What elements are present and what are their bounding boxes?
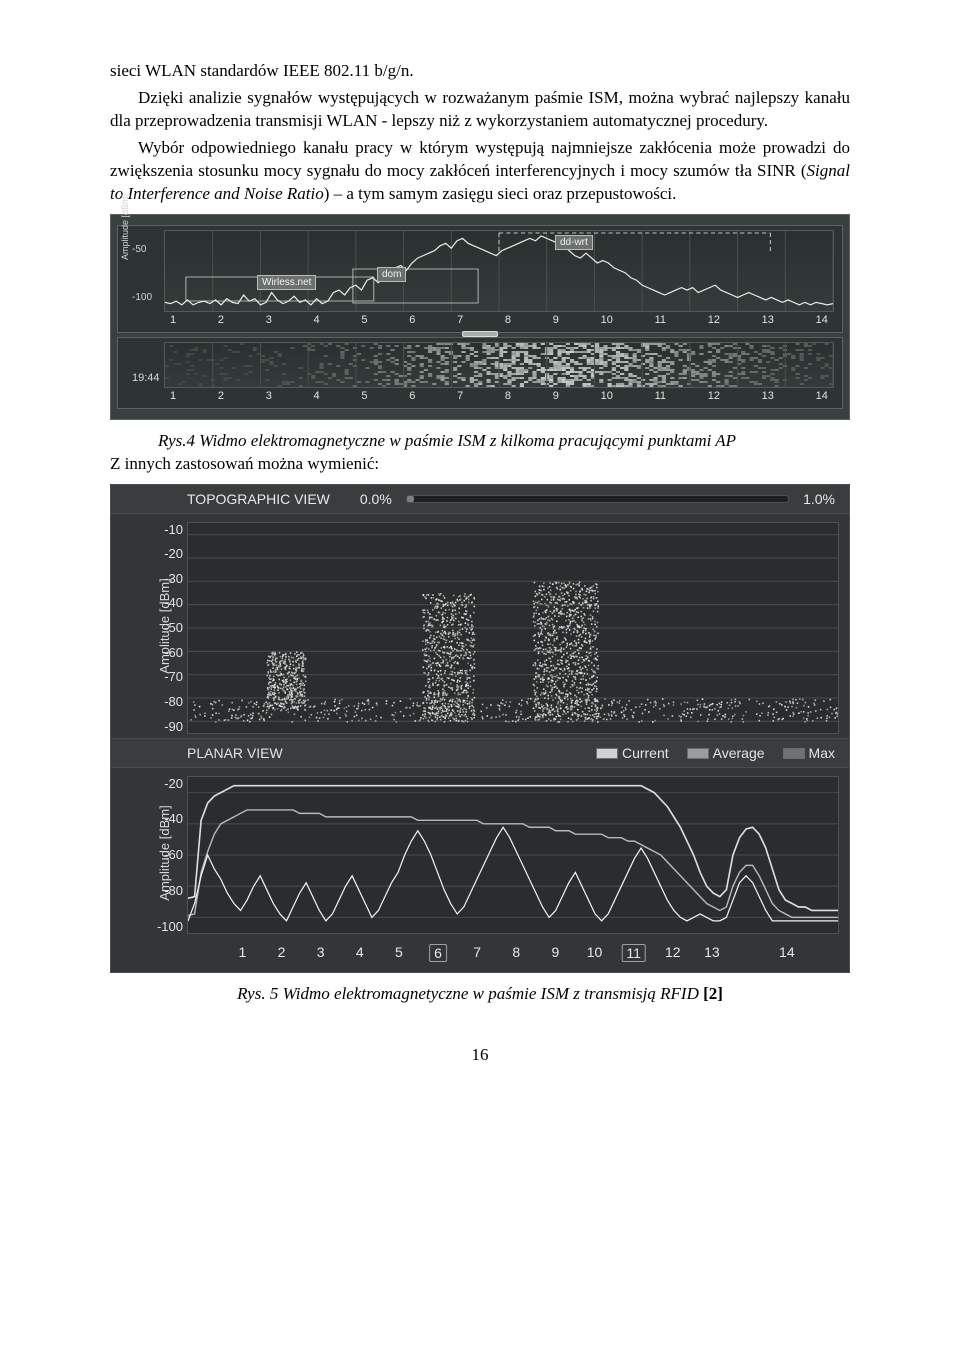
fig5-topo-yticks: -10-20-30-40-50-60-70-80-90 (149, 522, 183, 734)
fig5-topo-svg (188, 523, 838, 733)
network-label-dom: dom (377, 267, 406, 282)
legend-max: Max (783, 745, 835, 761)
fig4-top-chart: Wirless.net dom dd-wrt (164, 230, 834, 312)
page-number: 16 (110, 1045, 850, 1065)
fig4-xaxis-bot: 1234567891011121314 (164, 390, 834, 406)
fig5-range-slider[interactable] (406, 495, 789, 503)
paragraph-1: sieci WLAN standardów IEEE 802.11 b/g/n. (110, 60, 850, 83)
figure-4: Amplitude [dBm] -50 -100 Wirless.net dom… (110, 214, 850, 420)
figure-5-caption: Rys. 5 Widmo elektromagnetyczne w paśmie… (110, 983, 850, 1006)
fig4-waterfall-chart (164, 342, 834, 388)
network-label-wirless: Wirless.net (257, 275, 316, 290)
spectrum-analyzer-fig5: TOPOGRAPHIC VIEW 0.0% 1.0% Amplitude [dB… (110, 484, 850, 973)
fig5-header-topo: TOPOGRAPHIC VIEW 0.0% 1.0% (111, 485, 849, 514)
paragraph-3-a: Wybór odpowiedniego kanału pracy w który… (110, 138, 850, 180)
fig5-planar-title: PLANAR VIEW (187, 745, 283, 761)
spectrum-analyzer-fig4: Amplitude [dBm] -50 -100 Wirless.net dom… (110, 214, 850, 420)
fig4-ytick: -100 (132, 292, 152, 303)
legend-current: Current (596, 745, 669, 761)
fig4-waterfall-svg (165, 343, 833, 387)
figure-5: TOPOGRAPHIC VIEW 0.0% 1.0% Amplitude [dB… (110, 484, 850, 973)
figure-5-caption-label: Rys. 5 Widmo elektromagnetyczne w paśmie… (237, 984, 703, 1003)
fig4-ytick: -50 (132, 244, 146, 255)
fig4-xaxis-top: 1234567891011121314 (164, 314, 834, 330)
fig5-panel-topo: Amplitude [dBm] -10-20-30-40-50-60-70-80… (111, 514, 849, 738)
fig5-pct-left: 0.0% (360, 491, 392, 507)
fig4-ylabel: Amplitude [dBm] (120, 194, 130, 260)
figure-5-caption-ref: [2] (703, 984, 723, 1003)
fig5-topo-plot (187, 522, 839, 734)
fig5-planar-plot (187, 776, 839, 934)
caption-4-after: Z innych zastosowań można wymienić: (110, 453, 850, 476)
fig5-xaxis: 1234567891011121314 (111, 938, 849, 972)
paragraph-2: Dzięki analizie sygnałów występujących w… (110, 87, 850, 133)
paragraph-3-b: ) – a tym samym zasięgu sieci oraz przep… (324, 184, 677, 203)
legend-average: Average (687, 745, 765, 761)
fig5-header-planar: PLANAR VIEW Current Average Max (111, 738, 849, 768)
fig5-pct-right: 1.0% (803, 491, 835, 507)
fig4-timestamp: 19:44 (132, 372, 160, 384)
fig5-planar-yticks: -20-40-60-80-100 (149, 776, 183, 934)
figure-4-caption-label: Rys.4 Widmo elektromagnetyczne w paśmie … (158, 431, 736, 450)
fig4-top-svg (165, 231, 833, 311)
fig5-planar-svg (188, 777, 838, 933)
fig5-topo-title: TOPOGRAPHIC VIEW (187, 491, 330, 507)
network-label-ddwrt: dd-wrt (555, 235, 593, 250)
fig5-panel-planar: Amplitude [dBm] -20-40-60-80-100 (111, 768, 849, 938)
figure-4-caption: Rys.4 Widmo elektromagnetyczne w paśmie … (110, 430, 850, 453)
spectrum-top-strip: Amplitude [dBm] -50 -100 Wirless.net dom… (117, 225, 843, 333)
spectrum-waterfall-strip: 19:44 1234567891011121314 (117, 337, 843, 409)
paragraph-3: Wybór odpowiedniego kanału pracy w który… (110, 137, 850, 206)
